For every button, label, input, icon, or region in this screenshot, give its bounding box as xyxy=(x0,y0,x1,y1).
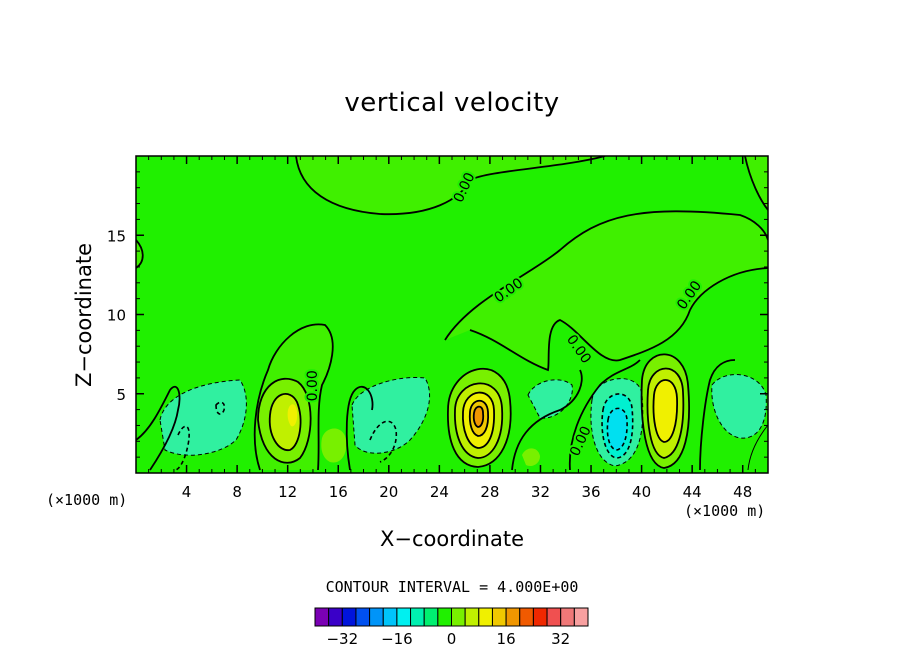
colorbar-swatch xyxy=(437,607,453,627)
colorbar-swatch xyxy=(573,607,589,627)
colorbar-swatch xyxy=(451,607,466,627)
colorbar-swatch xyxy=(382,607,398,627)
contour-line xyxy=(468,399,490,437)
contour-line xyxy=(136,239,144,269)
y-tick-label: 10 xyxy=(107,307,126,325)
colorbar: −32 −16 0 16 32 xyxy=(314,607,589,648)
negative-contour-line xyxy=(527,379,573,419)
x-unit-label-left: (×1000 m) xyxy=(46,491,128,509)
colorbar-swatch xyxy=(355,607,371,627)
x-tick-label: 44 xyxy=(683,483,702,501)
negative-contour-line xyxy=(159,379,247,456)
contour-line xyxy=(747,424,768,471)
colorbar-swatch xyxy=(341,607,357,627)
contour-line xyxy=(257,377,312,464)
x-tick-label: 40 xyxy=(632,483,651,501)
field-updraft-region xyxy=(522,448,540,466)
x-tick-label: 20 xyxy=(379,483,398,501)
contour-interval-text: CONTOUR INTERVAL = 4.000E+00 xyxy=(325,578,579,596)
colorbar-swatch xyxy=(464,607,480,627)
contour-line xyxy=(568,359,641,471)
x-axis: 4 8 12 16 20 24 28 32 36 40 44 48 xyxy=(148,156,756,501)
colorbar-swatch xyxy=(410,607,425,627)
x-tick-label: 32 xyxy=(531,483,550,501)
field-negative-region xyxy=(160,380,247,456)
x-tick-label: 4 xyxy=(182,483,192,501)
x-tick-label: 16 xyxy=(329,483,348,501)
negative-contour-line xyxy=(601,393,634,459)
field-updraft-region xyxy=(473,406,484,427)
negative-contour-line xyxy=(175,425,190,471)
contour-line xyxy=(454,382,504,459)
colorbar-tick-label: 32 xyxy=(551,630,570,648)
colorbar-swatch xyxy=(369,607,384,627)
contour-line xyxy=(447,367,512,468)
colorbar-swatch xyxy=(396,607,412,627)
contour-lines xyxy=(136,156,768,471)
x-tick-label: 36 xyxy=(581,483,600,501)
chart-title: vertical velocity xyxy=(344,88,560,118)
colorbar-swatch xyxy=(314,607,330,627)
contour-line xyxy=(469,267,768,372)
negative-contour-line xyxy=(215,401,226,415)
colorbar-tick-label: 0 xyxy=(447,630,457,648)
negative-contour-line xyxy=(351,376,431,454)
x-tick-label: 8 xyxy=(232,483,242,501)
x-tick-label: 28 xyxy=(480,483,499,501)
colorbar-swatch xyxy=(478,607,493,627)
colorbar-swatch xyxy=(519,607,534,627)
y-axis: 5 10 15 xyxy=(107,171,768,458)
plot-area xyxy=(136,156,768,473)
field-negative-region xyxy=(607,408,628,450)
colorbar-tick-label: −32 xyxy=(326,630,358,648)
colorbar-tick-label: −16 xyxy=(381,630,413,648)
x-axis-label: X−coordinate xyxy=(380,527,524,551)
y-tick-label: 5 xyxy=(116,386,126,404)
field-updraft-region xyxy=(653,379,678,442)
contour-line xyxy=(511,369,583,471)
colorbar-swatch xyxy=(505,607,521,627)
contour-line xyxy=(253,323,334,471)
x-tick-label: 24 xyxy=(430,483,449,501)
negative-contour-lines xyxy=(159,374,767,471)
negative-contour-line xyxy=(369,420,398,463)
field-updraft-region xyxy=(321,428,347,463)
contour-line xyxy=(646,367,685,459)
y-tick-label: 15 xyxy=(107,227,126,245)
contour-line xyxy=(472,405,485,428)
contour-line xyxy=(136,385,181,471)
colorbar-swatch xyxy=(423,607,439,627)
colorbar-swatch xyxy=(491,607,507,627)
contour-line xyxy=(699,359,736,471)
colorbar-swatch xyxy=(560,607,575,627)
colorbar-tick-label: 16 xyxy=(497,630,516,648)
contour-line xyxy=(640,353,690,469)
contour-line xyxy=(744,156,768,211)
x-tick-label: 12 xyxy=(278,483,297,501)
field-negative-region xyxy=(711,374,767,439)
negative-contour-line xyxy=(711,374,767,439)
negative-contour-line xyxy=(590,378,644,467)
colorbar-swatch xyxy=(328,607,343,627)
negative-contour-line xyxy=(606,407,628,451)
field-positive-region xyxy=(296,156,605,215)
field-positive-region xyxy=(445,211,768,370)
contour-line xyxy=(295,156,606,216)
contour-line xyxy=(345,385,374,471)
field-positive-region xyxy=(745,156,768,210)
contour-line xyxy=(462,391,495,449)
x-unit-label-right: (×1000 m) xyxy=(684,502,766,520)
colorbar-swatch xyxy=(546,607,562,627)
field-updraft-region xyxy=(287,404,298,427)
contour-label: 0.00 xyxy=(305,370,321,401)
contour-line xyxy=(652,379,678,443)
colorbar-swatch xyxy=(532,607,548,627)
contour-line xyxy=(444,210,768,341)
contour-line xyxy=(268,393,302,451)
x-tick-label: 48 xyxy=(733,483,752,501)
